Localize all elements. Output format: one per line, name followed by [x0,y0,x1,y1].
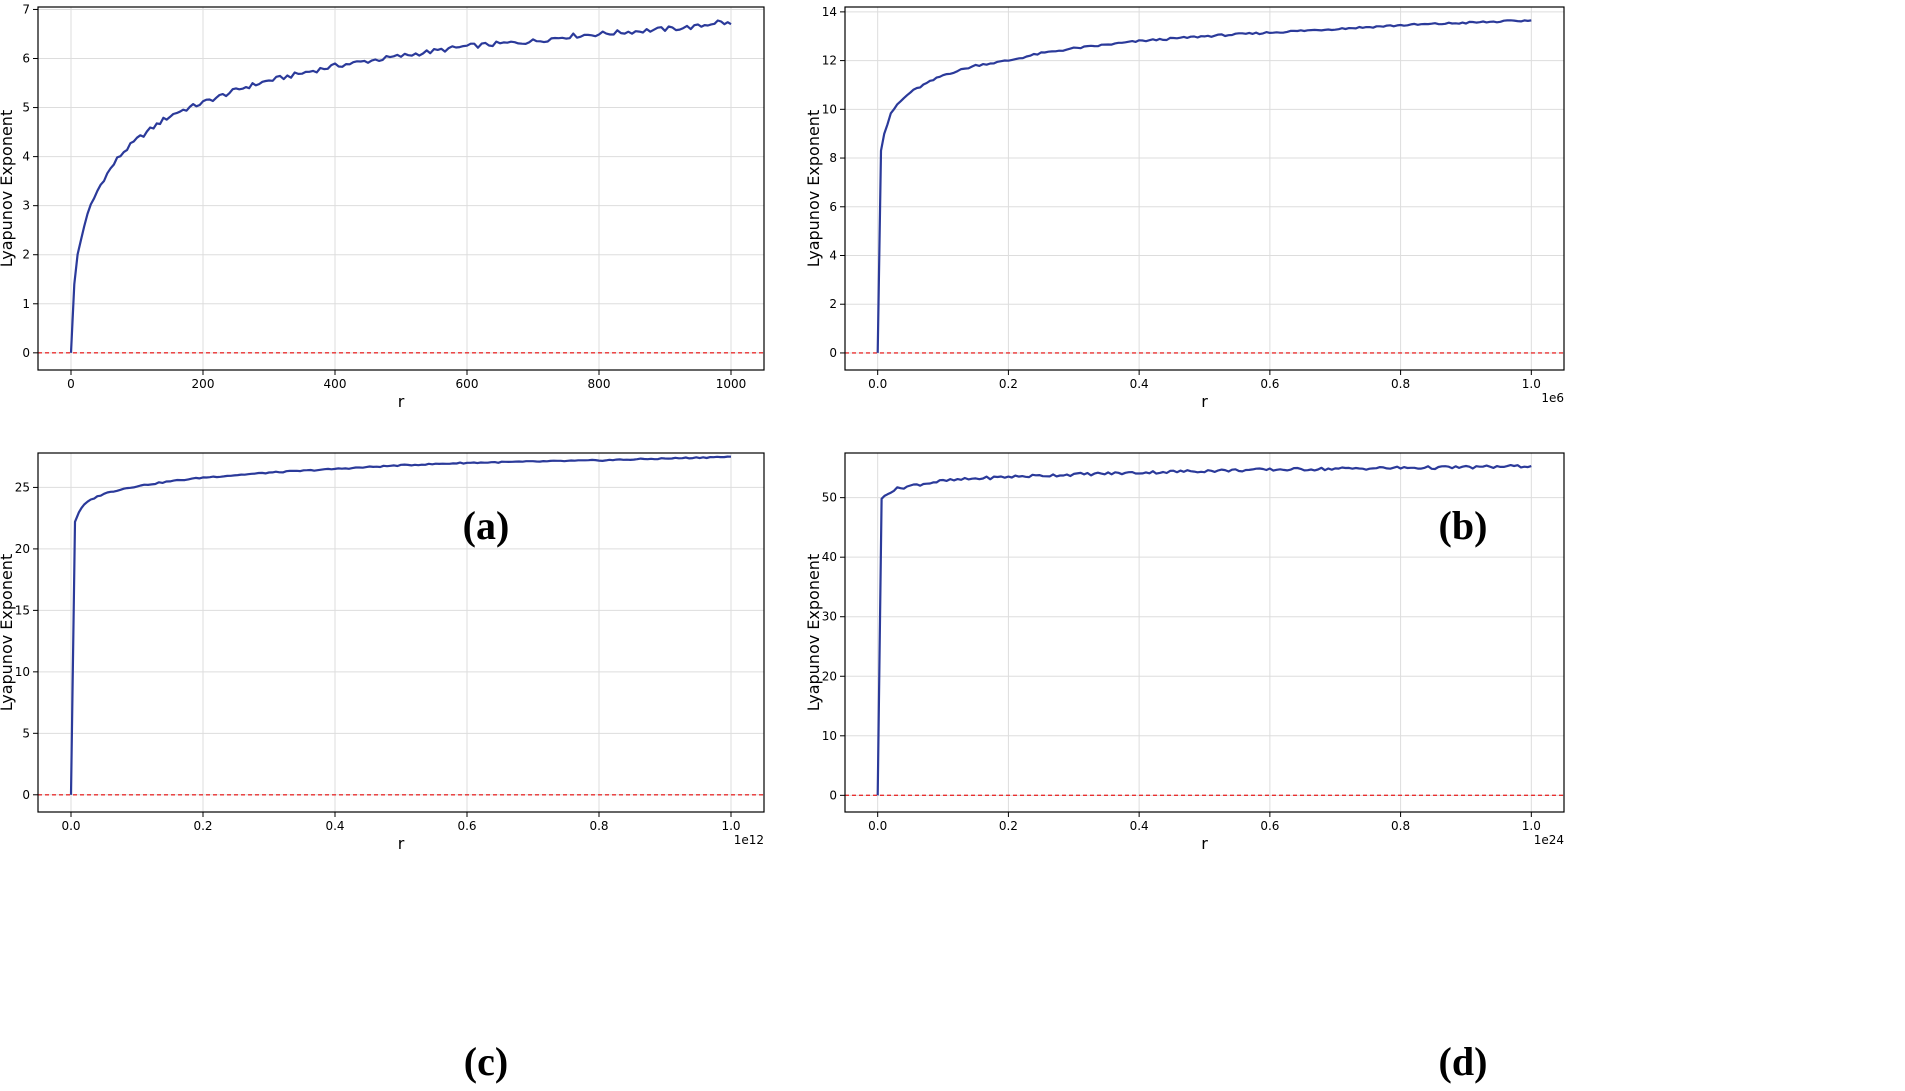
y-tick-label: 6 [829,200,837,214]
x-tick-label: 0.4 [1130,377,1149,391]
panel-caption-b: (b) [1438,503,1488,548]
x-tick-label: 0.0 [868,377,887,391]
x-tick-label: 400 [324,377,347,391]
x-tick-label: 0.0 [868,819,887,833]
y-tick-label: 30 [822,610,837,624]
y-tick-label: 0 [22,788,30,802]
y-tick-label: 0 [829,346,837,360]
x-tick-label: 1.0 [721,819,740,833]
series-line [69,19,732,353]
x-tick-label: 0.4 [1130,819,1149,833]
y-tick-label: 15 [15,603,30,617]
y-tick-label: 2 [829,297,837,311]
x-axis-multiplier: 1e6 [1541,391,1564,405]
plot-frame [844,452,1565,813]
x-tick-label: 1.0 [1522,819,1541,833]
chart-panel-c: 0.0 0.2 0.4 0.6 0.8 1.0 0 5 10 15 20 25 r Lyapunov Ex… [0,452,765,853]
x-tick-label: 200 [192,377,215,391]
series-line [69,455,732,795]
x-tick-label: 600 [456,377,479,391]
y-tick-label: 20 [15,542,30,556]
series-line [876,19,1532,353]
x-tick-label: 0.6 [1260,377,1279,391]
x-tick-label: 0.2 [999,377,1018,391]
y-tick-label: 8 [829,151,837,165]
y-tick-label: 25 [15,480,30,494]
x-tick-label: 0.8 [1391,819,1410,833]
x-axis-label: r [398,834,405,853]
x-tick-label: 1.0 [1522,377,1541,391]
y-tick-label: 10 [822,102,837,116]
y-tick-label: 1 [22,297,30,311]
y-tick-label: 3 [22,199,30,213]
x-tick-label: 0.4 [325,819,344,833]
chart-panel-b: 0.0 0.2 0.4 0.6 0.8 1.0 0 2 4 6 8 10 12 14 r Lyapunov E… [804,5,1565,411]
y-tick-label: 20 [822,669,837,683]
chart-panel-d: 0.0 0.2 0.4 0.6 0.8 1.0 0 10 20 30 40 50 r Lyapunov E… [804,452,1565,853]
plot-frame [844,6,1565,371]
y-axis-label: Lyapunov Exponent [804,110,823,267]
x-tick-label: 0.6 [457,819,476,833]
series-line [876,464,1532,796]
y-tick-label: 0 [22,346,30,360]
y-axis-label: Lyapunov Exponent [804,554,823,711]
y-tick-label: 4 [22,150,30,164]
y-tick-label: 5 [22,726,30,740]
y-tick-label: 7 [22,2,30,16]
x-axis-label: r [1201,834,1208,853]
x-tick-label: 0.8 [589,819,608,833]
x-tick-label: 0.8 [1391,377,1410,391]
x-axis-multiplier: 1e24 [1534,833,1564,847]
plot-frame [37,6,765,371]
x-tick-label: 800 [588,377,611,391]
y-tick-label: 5 [22,101,30,115]
y-tick-label: 12 [822,54,837,68]
y-axis-label: Lyapunov Exponent [0,554,16,711]
x-axis-multiplier: 1e12 [734,833,764,847]
y-tick-label: 4 [829,248,837,262]
panel-caption-c: (c) [463,1039,509,1084]
panel-caption-d: (d) [1438,1039,1488,1084]
y-tick-label: 0 [829,788,837,802]
plot-frame [37,452,765,813]
y-tick-label: 10 [822,729,837,743]
x-tick-label: 0.2 [193,819,212,833]
x-tick-label: 0.2 [999,819,1018,833]
x-tick-label: 1000 [716,377,747,391]
y-tick-label: 10 [15,665,30,679]
x-tick-label: 0.6 [1260,819,1279,833]
y-tick-label: 50 [822,491,837,505]
x-tick-label: 0 [67,377,75,391]
y-tick-label: 40 [822,550,837,564]
x-axis-label: r [1201,392,1208,411]
x-axis-label: r [398,392,405,411]
y-axis-label: Lyapunov Exponent [0,110,16,267]
chart-panel-a: 0 200 400 600 800 1000 0 1 2 3 4 5 6 7 r Lyapunov Expon… [0,2,765,411]
y-tick-label: 14 [822,5,837,19]
y-tick-label: 2 [22,248,30,262]
panel-caption-a: (a) [462,503,510,548]
x-tick-label: 0.0 [61,819,80,833]
y-tick-label: 6 [22,52,30,66]
